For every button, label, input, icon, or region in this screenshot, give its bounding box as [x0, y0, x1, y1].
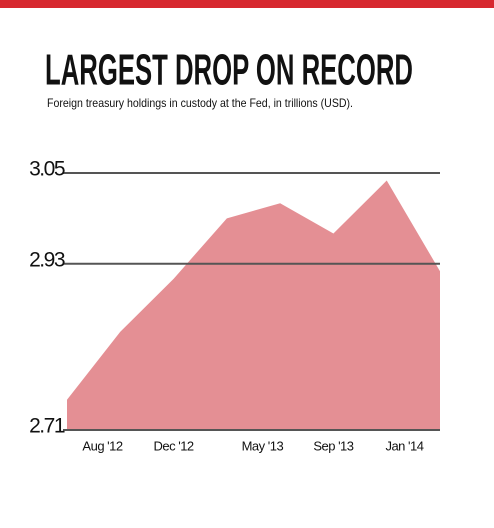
y-tick-label: 2.93: [29, 248, 65, 271]
y-tick-label: 2.71: [29, 415, 65, 438]
area: [67, 180, 440, 430]
chart-title: LARGEST DROP ON RECORD: [45, 46, 413, 95]
y-tick-label: 3.05: [29, 158, 65, 181]
top-bar: [0, 0, 494, 8]
chart-subtitle: Foreign treasury holdings in custody at …: [47, 96, 353, 110]
x-tick-label: Jan '14: [385, 438, 423, 453]
x-tick-label: May '13: [242, 438, 284, 453]
x-tick-label: Sep '13: [313, 438, 353, 453]
x-tick-label: Aug '12: [82, 438, 122, 453]
x-tick-label: Dec '12: [153, 438, 193, 453]
